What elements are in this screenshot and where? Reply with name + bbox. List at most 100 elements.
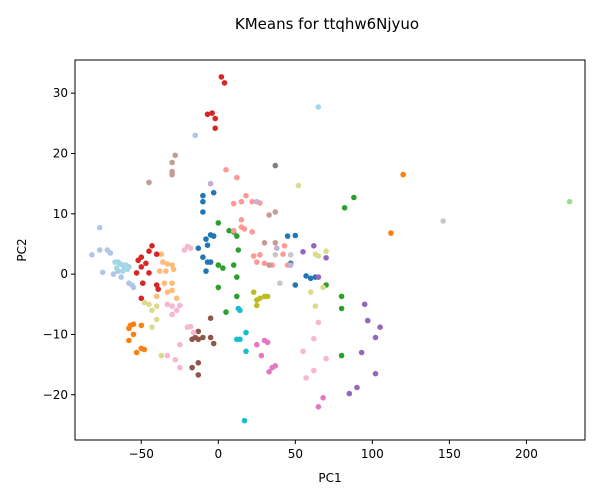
- cluster-13-point: [315, 319, 322, 326]
- cluster-19-point: [113, 265, 120, 271]
- cluster-8-point: [364, 317, 371, 324]
- y-tick-label: 0: [60, 267, 68, 281]
- cluster-8-point: [346, 390, 353, 397]
- cluster-10-point: [210, 340, 217, 347]
- cluster-19-point: [120, 268, 126, 274]
- cluster-12-point: [258, 352, 265, 359]
- cluster-7-point: [241, 226, 248, 232]
- cluster-17-point: [295, 182, 302, 189]
- cluster-0-point: [307, 275, 314, 282]
- cluster-7-point: [238, 217, 245, 223]
- cluster-17-point: [153, 316, 160, 323]
- cluster-0-point: [203, 268, 209, 274]
- cluster-7-point: [257, 252, 263, 258]
- cluster-10-point: [195, 328, 202, 335]
- cluster-4-point: [341, 205, 348, 211]
- cluster-2-point: [133, 349, 140, 356]
- cluster-7-point: [250, 253, 257, 259]
- cluster-17-point: [149, 324, 155, 331]
- cluster-0-point: [204, 242, 211, 248]
- cluster-6-point: [135, 257, 141, 264]
- cluster-13-point: [177, 341, 183, 348]
- cluster-0-point: [200, 209, 206, 215]
- cluster-2-point: [126, 325, 132, 332]
- y-tick-label: 10: [53, 207, 68, 221]
- cluster-6-point: [209, 110, 215, 116]
- cluster-14-point: [272, 162, 279, 169]
- cluster-1-point: [107, 250, 114, 256]
- cluster-4-point: [215, 284, 222, 291]
- cluster-1-point: [118, 274, 124, 280]
- cluster-6-point: [155, 286, 161, 293]
- cluster-16-point: [250, 289, 257, 296]
- cluster-15-point: [277, 280, 283, 287]
- cluster-1-point: [130, 284, 137, 291]
- x-tick-label: −50: [129, 447, 154, 461]
- cluster-13-point: [300, 348, 306, 355]
- cluster-7-point: [234, 174, 240, 181]
- cluster-17-point: [153, 303, 160, 309]
- cluster-2-point: [388, 230, 394, 236]
- cluster-2-point: [126, 337, 132, 344]
- plot-frame: [74, 59, 586, 441]
- cluster-15-point: [272, 252, 279, 258]
- x-axis: −50 0 50 100 150 200: [129, 440, 538, 461]
- cluster-6-point: [146, 270, 152, 276]
- cluster-8-point: [311, 243, 317, 249]
- cluster-13-point: [164, 301, 171, 308]
- cluster-11-point: [172, 152, 178, 159]
- cluster-13-point: [190, 329, 197, 336]
- cluster-8-point: [358, 349, 365, 356]
- cluster-7-point: [249, 229, 255, 235]
- cluster-6-point: [218, 74, 225, 80]
- cluster-3-point: [153, 293, 160, 300]
- y-tick-label: −10: [43, 327, 68, 341]
- cluster-8-point: [323, 254, 329, 261]
- x-tick-label: 100: [361, 447, 384, 461]
- cluster-13-point: [169, 303, 175, 309]
- cluster-4-point: [234, 233, 240, 239]
- cluster-6-point: [140, 280, 146, 287]
- cluster-2-point: [130, 331, 137, 338]
- cluster-19-point: [123, 262, 129, 268]
- cluster-8-point: [377, 324, 383, 331]
- cluster-19-point: [124, 266, 131, 273]
- cluster-6-point: [138, 264, 145, 270]
- cluster-1-point: [96, 224, 103, 231]
- cluster-9-point: [207, 180, 214, 187]
- cluster-10-point: [189, 364, 195, 371]
- cluster-18-point: [237, 307, 243, 314]
- cluster-3-point: [173, 295, 180, 302]
- cluster-11-point: [169, 171, 175, 178]
- cluster-2-point: [138, 322, 145, 329]
- y-tick-label: −20: [43, 388, 68, 402]
- cluster-13-point: [311, 335, 317, 342]
- cluster-7-point: [253, 259, 260, 265]
- cluster-17-point: [307, 289, 314, 296]
- cluster-0-point: [210, 233, 217, 239]
- cluster-17-point: [149, 307, 155, 314]
- cluster-10-point: [200, 334, 206, 341]
- cluster-10-point: [189, 336, 195, 343]
- cluster-0-point: [284, 233, 291, 239]
- cluster-2-point: [141, 346, 148, 353]
- cluster-4-point: [226, 227, 232, 234]
- cluster-1-point: [192, 132, 198, 139]
- cluster-11-point: [272, 240, 279, 246]
- cluster-10-point: [195, 372, 202, 378]
- cluster-0-point: [200, 192, 206, 199]
- cluster-12-point: [320, 395, 326, 401]
- cluster-8-point: [300, 249, 306, 255]
- cluster-2-point: [130, 321, 137, 328]
- cluster-4-point: [223, 309, 229, 315]
- cluster-6-point: [133, 270, 140, 276]
- cluster-0-point: [210, 189, 217, 196]
- cluster-0-point: [207, 259, 214, 265]
- cluster-10-point: [195, 360, 202, 366]
- cluster-6-point: [153, 251, 160, 257]
- cluster-0-point: [200, 198, 206, 205]
- cluster-18-point: [243, 348, 249, 355]
- cluster-3-point: [170, 266, 177, 273]
- cluster-19-point: [116, 261, 123, 267]
